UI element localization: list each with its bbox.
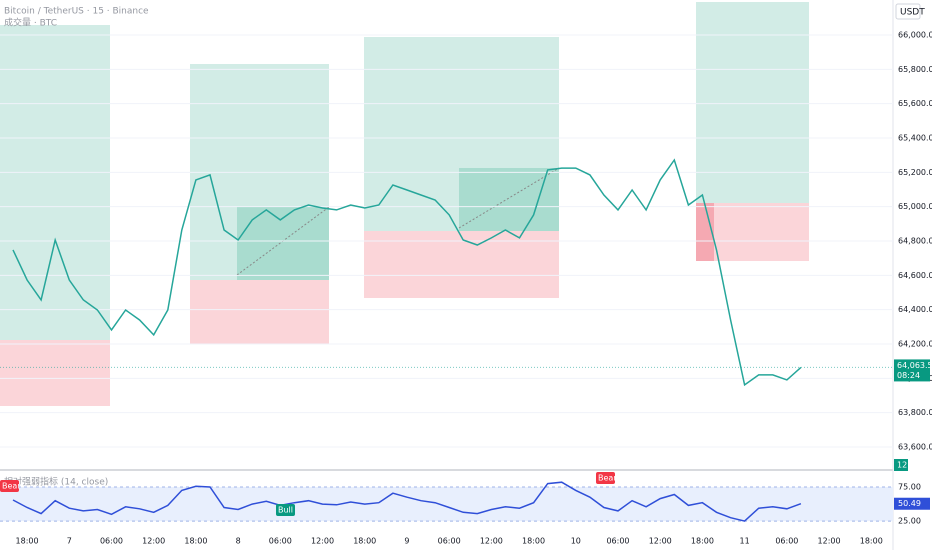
y-tick-label: 63,800.00 — [898, 408, 932, 417]
y-tick-label: 64,600.00 — [898, 271, 932, 280]
y-tick-label: 64,400.00 — [898, 305, 932, 314]
x-tick-label: 18:00 — [691, 537, 714, 546]
y-tick-label: 25.00 — [898, 517, 921, 526]
countdown: 08:24 — [897, 371, 920, 380]
symbol-title: Bitcoin / TetherUS · 15 · Binance — [4, 7, 149, 17]
x-tick-label: 18:00 — [860, 537, 883, 546]
y-tick-label: 65,200.00 — [898, 168, 932, 177]
last-price-box — [894, 359, 930, 382]
x-tick-label: 7 — [67, 537, 72, 546]
y-tick-label: 65,400.00 — [898, 134, 932, 143]
y-tick-label: 63,600.00 — [898, 442, 932, 451]
signal-label: Bear — [2, 482, 21, 491]
y-tick-label: 64,800.00 — [898, 237, 932, 246]
x-tick-label: 06:00 — [606, 537, 629, 546]
signal-box — [0, 480, 19, 492]
x-tick-label: 06:00 — [100, 537, 123, 546]
x-tick-label: 18:00 — [353, 537, 376, 546]
currency-box[interactable] — [895, 3, 921, 20]
y-tick-label: 65,600.00 — [898, 99, 932, 108]
rsi-value-label: 50.49 — [898, 499, 921, 508]
x-tick-label: 9 — [404, 537, 409, 546]
x-tick-label: 12:00 — [142, 537, 165, 546]
x-tick-label: 12:00 — [311, 537, 334, 546]
x-tick-label: 18:00 — [16, 537, 39, 546]
y-tick-label: 75.00 — [898, 483, 921, 492]
y-tick-label: 64,200.00 — [898, 340, 932, 349]
signal-label: Bull — [278, 506, 293, 515]
rsi-band — [0, 487, 893, 522]
x-tick-label: 06:00 — [269, 537, 292, 546]
x-tick-label: 12:00 — [480, 537, 503, 546]
volume-label: 12 — [897, 461, 907, 470]
signal-box — [596, 472, 615, 484]
x-tick-label: 18:00 — [184, 537, 207, 546]
x-tick-label: 12:00 — [818, 537, 841, 546]
x-tick-label: 10 — [571, 537, 581, 546]
x-tick-label: 06:00 — [438, 537, 461, 546]
x-tick-label: 12:00 — [649, 537, 672, 546]
y-tick-label: 65,000.00 — [898, 202, 932, 211]
series-line — [12, 158, 802, 387]
series-line — [12, 481, 802, 522]
currency[interactable]: USDT — [900, 8, 925, 18]
y-tick-label: 65,800.00 — [898, 65, 932, 74]
x-tick-label: 18:00 — [522, 537, 545, 546]
volume-box — [894, 459, 908, 471]
y-tick-label: 66,000.00 — [898, 31, 932, 40]
rsi-title: 相对强弱指标 (14, close) — [4, 476, 108, 488]
rsi-value-box — [894, 497, 930, 510]
last-price-label: 64,063.58 — [897, 361, 932, 370]
signal-label: Bear — [598, 474, 617, 483]
x-tick-label: 06:00 — [775, 537, 798, 546]
signal-box — [276, 504, 295, 516]
x-tick-label: 8 — [236, 537, 241, 546]
x-tick-label: 11 — [740, 537, 750, 546]
volume-title: 成交量 · BTC — [4, 17, 57, 29]
